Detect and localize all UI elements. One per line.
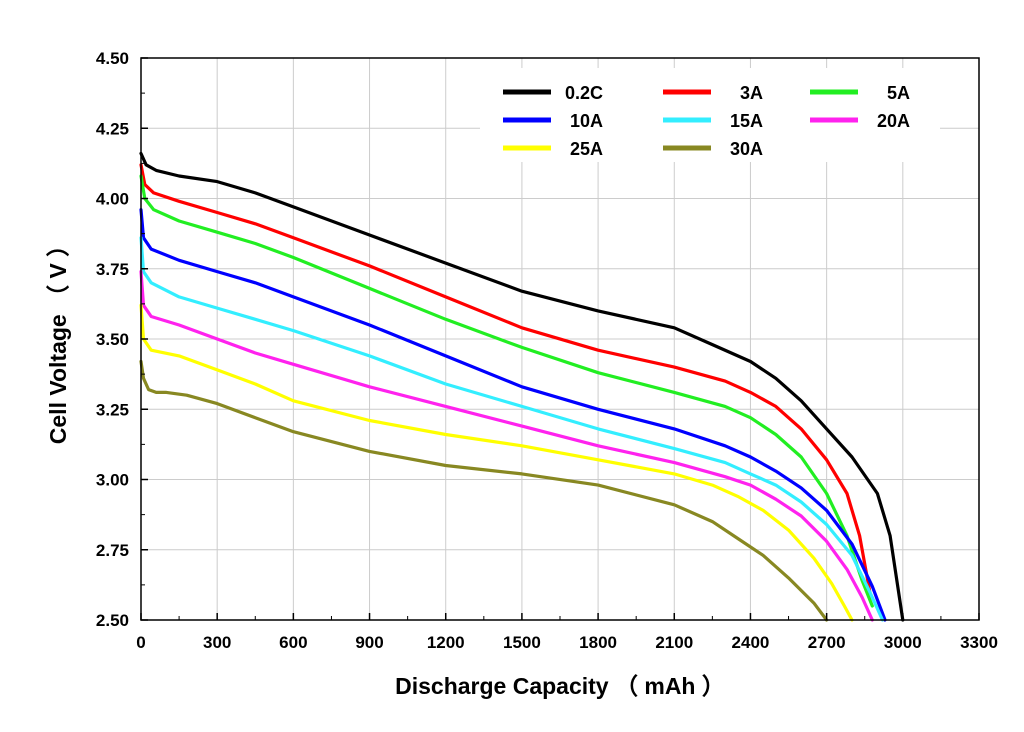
x-tick-label: 2700 bbox=[808, 633, 846, 652]
x-tick-label: 600 bbox=[279, 633, 307, 652]
x-tick-label: 900 bbox=[355, 633, 383, 652]
x-tick-label: 3300 bbox=[960, 633, 998, 652]
series-line-5a bbox=[139, 174, 874, 608]
series-line-15a bbox=[139, 236, 885, 622]
x-tick-label: 0 bbox=[136, 633, 145, 652]
series-line-0-2c bbox=[139, 151, 905, 622]
y-tick-label: 3.75 bbox=[96, 260, 129, 279]
x-tick-label: 300 bbox=[203, 633, 231, 652]
y-tick-label: 3.50 bbox=[96, 330, 129, 349]
legend: 0.2C 3A 5A 10A 15A 20A 25A 30A bbox=[503, 83, 910, 159]
legend-label: 20A bbox=[877, 111, 910, 131]
y-tick-label: 4.00 bbox=[96, 190, 129, 209]
legend-label: 25A bbox=[570, 139, 603, 159]
axis-ticks bbox=[140, 57, 980, 621]
legend-label: 0.2C bbox=[565, 83, 603, 103]
y-tick-label: 3.00 bbox=[96, 471, 129, 490]
legend-label: 3A bbox=[740, 83, 763, 103]
y-tick-label: 2.75 bbox=[96, 541, 129, 560]
x-tick-label: 1200 bbox=[427, 633, 465, 652]
y-tick-label: 3.25 bbox=[96, 400, 129, 419]
x-axis-title: Discharge Capacity （ mAh ） bbox=[395, 673, 725, 699]
x-tick-label: 1800 bbox=[579, 633, 617, 652]
series-line-3a bbox=[139, 163, 872, 594]
x-tick-label: 1500 bbox=[503, 633, 541, 652]
series-line-25a bbox=[139, 303, 854, 622]
series-line-20a bbox=[139, 270, 874, 622]
x-tick-label: 3000 bbox=[884, 633, 922, 652]
tick-labels: 0 300 600 900 1200 1500 1800 2100 2400 2700 3000 33… bbox=[96, 49, 998, 652]
legend-label: 15A bbox=[730, 111, 763, 131]
y-tick-label: 2.50 bbox=[96, 611, 129, 630]
series-line-30a bbox=[139, 359, 829, 622]
x-tick-label: 2100 bbox=[655, 633, 693, 652]
legend-label: 5A bbox=[887, 83, 910, 103]
y-tick-label: 4.50 bbox=[96, 49, 129, 68]
y-axis-title: Cell Voltage （ V ） bbox=[45, 234, 71, 444]
x-tick-label: 2400 bbox=[732, 633, 770, 652]
legend-label: 10A bbox=[570, 111, 603, 131]
series-line-10a bbox=[139, 208, 887, 622]
legend-label: 30A bbox=[730, 139, 763, 159]
series-layer bbox=[139, 151, 905, 622]
y-tick-label: 4.25 bbox=[96, 119, 129, 138]
